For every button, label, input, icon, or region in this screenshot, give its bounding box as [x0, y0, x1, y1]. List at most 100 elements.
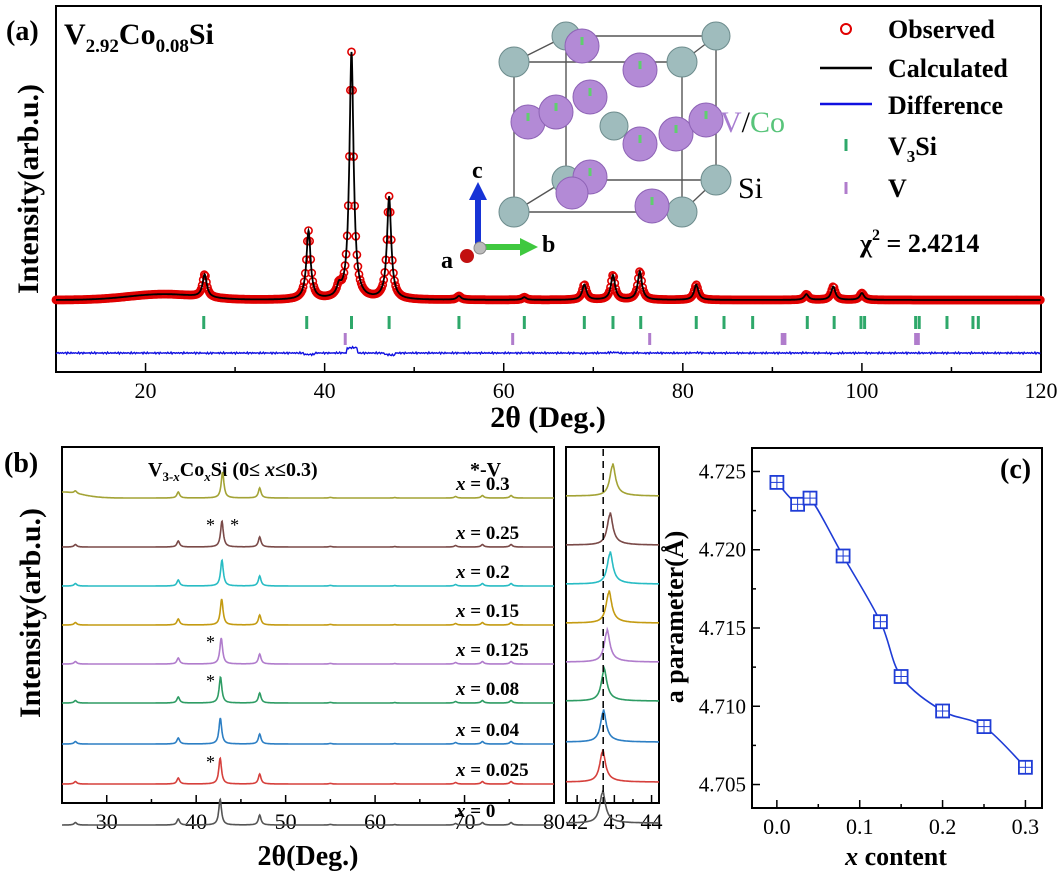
x-tick-label: 80	[543, 809, 565, 834]
panel-c-xlabel: x content	[844, 842, 947, 871]
panel-c-label: (c)	[1000, 454, 1031, 485]
inset-pattern-0.08	[566, 665, 659, 702]
series-label-0.15: x = 0.15	[455, 601, 519, 622]
inset-x-tick-label: 42	[566, 809, 588, 834]
panel-a-x-ticks: 20 40 60 80 100 120	[55, 363, 1058, 403]
pattern-0.15	[62, 598, 554, 626]
x-tick-label: 100	[845, 378, 878, 403]
calculated-line	[56, 51, 1041, 301]
x-tick-label: 60	[364, 809, 386, 834]
x-tick-label: 0.2	[929, 814, 957, 839]
legend-observed: Observed	[888, 15, 995, 44]
si-atoms	[498, 21, 732, 228]
x-tick-label: 30	[96, 809, 118, 834]
inset-pattern-0.125	[566, 626, 659, 663]
series-label-0.04: x = 0.04	[455, 720, 520, 741]
panel-b-v-marker: *-V	[470, 459, 502, 481]
panel-a-title: V2.92Co0.08Si	[64, 18, 214, 57]
panel-a-ylabel: Intensity(arb.u.)	[12, 84, 45, 294]
difference-line	[55, 345, 1041, 357]
co-marks	[526, 37, 708, 205]
inset-pattern-0.25	[566, 512, 659, 546]
panel-c: (c) a parameter(Å) x content 0.0 0.1 0.2 0.…	[660, 447, 1043, 871]
v-impurity-star: *	[206, 515, 215, 535]
pattern-0.125	[62, 637, 554, 665]
panel-a-bragg-ticks	[202, 316, 980, 345]
axes-triad: c b a	[441, 158, 555, 274]
y-tick-label: 4.710	[699, 694, 746, 718]
lattice-parameter-point	[893, 669, 909, 684]
x-tick-label: 70	[454, 809, 476, 834]
panel-a-curves	[51, 47, 1045, 357]
x-tick-label: 40	[314, 378, 336, 403]
series-label-0.25: x = 0.25	[455, 523, 519, 544]
lattice-parameter-point	[1018, 759, 1033, 775]
panel-b-title: V3-xCoxSi (0≤ x≤0.3)	[148, 459, 318, 484]
panel-b-label: (b)	[4, 448, 38, 479]
axis-b-label: b	[542, 232, 555, 258]
crystal-structure: V/Co Si	[498, 21, 785, 228]
panel-b-curves	[62, 449, 659, 826]
panel-a-frame	[55, 5, 1042, 373]
series-label-0.3: x = 0.3	[455, 474, 510, 495]
pattern-0.08	[62, 675, 554, 704]
pattern-0.2	[62, 558, 554, 587]
inset-pattern-0	[566, 790, 659, 824]
panel-b-inset-frame	[565, 446, 660, 804]
y-tick-label: 4.705	[699, 773, 746, 797]
inset-pattern-0.04	[566, 709, 659, 743]
pattern-0.25	[62, 519, 554, 548]
pattern-0.3	[62, 471, 554, 499]
panel-a: (a) V2.92Co0.08Si Intensity(arb.u.) 2θ (…	[6, 5, 1058, 434]
inset-pattern-0.3	[566, 463, 659, 497]
panel-b-x-ticks: 30 40 50 60 70 80 42 43 44	[61, 795, 663, 834]
x-tick-label: 50	[275, 809, 297, 834]
panel-c-ticks: 0.0 0.1 0.2 0.3 4.705 4.710 4.715 4.720 4.725	[699, 459, 1039, 839]
panel-b-xlabel: 2θ(Deg.)	[258, 841, 359, 872]
legend-calculated: Calculated	[888, 54, 1008, 83]
axis-c-label: c	[472, 158, 483, 184]
x-tick-label: 120	[1025, 378, 1058, 403]
vco-label: V/Co	[720, 106, 785, 139]
y-tick-label: 4.725	[699, 459, 746, 483]
si-label: Si	[738, 172, 763, 205]
x-tick-label: 0.0	[763, 814, 791, 839]
panel-b: (b) V3-xCoxSi (0≤ x≤0.3) *-V Intensity(a…	[4, 446, 663, 872]
legend-observed-marker	[840, 23, 852, 35]
v-impurity-star: *	[206, 671, 215, 691]
x-tick-label: 60	[493, 378, 515, 403]
chi-square: χ2 = 2.4214	[859, 227, 979, 258]
lattice-parameter-point	[802, 490, 818, 506]
pattern-0.025	[62, 756, 554, 785]
x-tick-label: 20	[135, 378, 157, 403]
v-atoms	[510, 28, 724, 224]
legend-difference: Difference	[888, 91, 1003, 120]
series-label-0.125: x = 0.125	[455, 640, 529, 661]
legend-v: V	[888, 174, 907, 203]
inset-x-tick-label: 44	[641, 809, 663, 834]
series-label-0: x = 0	[455, 801, 495, 822]
panel-b-series-labels: x = 0.3 x = 0.25 * * x = 0.2 x = 0.15 x = 0.12…	[206, 474, 529, 822]
series-label-0.025: x = 0.025	[455, 760, 529, 781]
inset-pattern-0.025	[566, 749, 659, 783]
panel-a-legend: Observed Calculated Difference V3Si V χ2…	[820, 15, 1008, 258]
x-tick-label: 0.3	[1012, 814, 1040, 839]
x-tick-label: 0.1	[846, 814, 874, 839]
panel-b-ylabel: Intensity(arb.u.)	[14, 508, 47, 718]
panel-c-plot	[769, 474, 1033, 775]
panel-c-ylabel: a parameter(Å)	[660, 531, 689, 704]
inset-pattern-0.15	[566, 590, 659, 624]
v-impurity-star: *	[230, 515, 239, 535]
series-label-0.2: x = 0.2	[455, 562, 510, 583]
panel-a-label: (a)	[6, 16, 39, 47]
pattern-0	[62, 797, 554, 826]
lattice-parameter-point	[790, 496, 805, 512]
inset-pattern-0.2	[566, 551, 659, 585]
v-impurity-star: *	[206, 632, 215, 652]
axis-a-label: a	[441, 248, 453, 274]
x-tick-label: 40	[185, 809, 207, 834]
lattice-parameter-point	[873, 614, 888, 630]
lattice-parameter-point	[769, 474, 785, 490]
v-impurity-star: *	[206, 752, 215, 772]
